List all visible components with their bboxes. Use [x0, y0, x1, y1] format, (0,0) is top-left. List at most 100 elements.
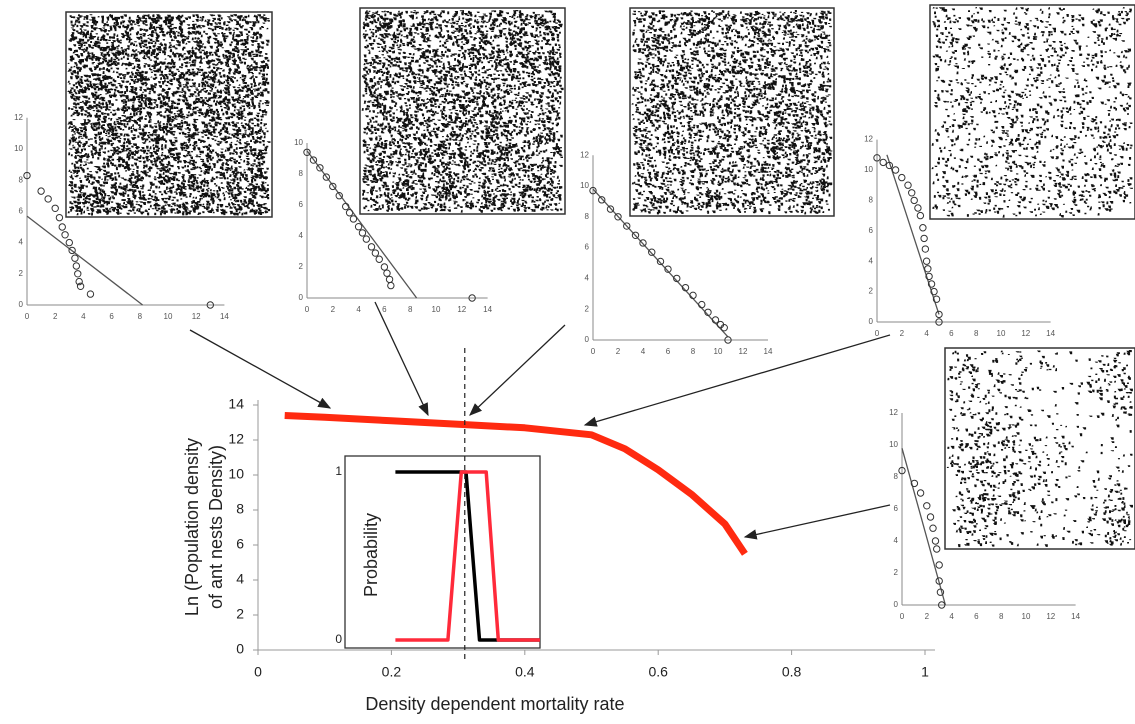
point: [316, 164, 324, 172]
x-tick-label: 0.2: [382, 664, 402, 680]
point: [879, 158, 887, 167]
x-tick-label: 10: [1022, 612, 1031, 621]
x-tick-label: 0: [875, 329, 880, 338]
y-tick-label: 12: [580, 150, 589, 159]
point: [648, 248, 656, 256]
y-tick-label: 4: [236, 571, 244, 587]
fit-line: [901, 448, 947, 606]
x-tick-label: 0.4: [515, 664, 535, 680]
point: [335, 192, 343, 200]
point: [724, 336, 732, 344]
rank-plot: 0 2 4 6 8 10 12 0 2 4 6 8 10 12 14: [864, 135, 1056, 338]
y-tick-label: 8: [894, 472, 899, 481]
inset-y-tick-label: 0: [335, 632, 342, 646]
point: [925, 272, 933, 281]
point: [76, 282, 85, 290]
y-tick-label: 0: [869, 317, 874, 326]
x-tick-label: 6: [974, 612, 979, 621]
y-tick-label: 10: [228, 466, 244, 482]
x-tick-label: 12: [1021, 329, 1030, 338]
point: [720, 323, 728, 332]
point: [926, 513, 935, 521]
y-tick-label: 0: [585, 335, 590, 344]
x-tick-label: 14: [764, 347, 773, 356]
point: [362, 235, 371, 243]
point: [898, 173, 906, 182]
arrow: [583, 334, 891, 427]
x-tick-label: 2: [331, 305, 336, 314]
snapshot-frame: [944, 347, 1135, 550]
point: [689, 291, 697, 300]
point: [891, 166, 900, 174]
x-axis-label: Density dependent mortality rate: [365, 694, 624, 714]
x-tick-label: 2: [900, 329, 905, 338]
rank-plot: 0 2 4 6 8 10 0 2 4 6 8 10 12 14: [294, 138, 493, 314]
y-tick-label: 6: [585, 243, 590, 252]
y-tick-label: 10: [294, 138, 303, 147]
point: [898, 466, 906, 475]
x-tick-label: 12: [192, 312, 201, 321]
x-tick-label: 10: [432, 305, 441, 314]
x-tick-label: 0: [305, 305, 310, 314]
point: [933, 545, 941, 553]
point: [86, 290, 95, 298]
point: [919, 224, 927, 232]
y-tick-label: 6: [19, 207, 24, 216]
x-tick-label: 2: [616, 347, 621, 356]
x-tick-label: 1: [921, 664, 929, 680]
point: [614, 213, 622, 221]
arrow: [469, 324, 566, 416]
x-tick-label: 4: [949, 612, 954, 621]
fit-line: [306, 150, 418, 299]
x-tick-label: 8: [691, 347, 696, 356]
point: [309, 156, 318, 164]
point: [920, 234, 928, 243]
inset-line: [395, 470, 540, 642]
y-tick-label: 12: [14, 113, 23, 122]
point: [468, 294, 476, 302]
point: [23, 171, 31, 180]
point: [71, 254, 79, 262]
point: [55, 213, 64, 222]
point: [37, 187, 45, 195]
x-tick-label: 8: [138, 312, 143, 321]
point: [935, 310, 943, 319]
x-tick-label: 6: [949, 329, 954, 338]
point: [673, 274, 681, 283]
x-tick-label: 10: [164, 312, 173, 321]
x-tick-label: 12: [457, 305, 466, 314]
point: [929, 524, 937, 532]
y-tick-label: 14: [228, 396, 244, 412]
arrow: [374, 301, 429, 417]
snapshot-pattern: [946, 350, 1133, 548]
point: [910, 479, 919, 488]
x-tick-label: 8: [999, 612, 1004, 621]
inset-frame: [344, 455, 541, 649]
point: [916, 211, 925, 220]
snapshot-frame: [929, 4, 1135, 220]
point: [639, 239, 647, 247]
x-tick-label: 14: [483, 305, 492, 314]
y-tick-label: 6: [869, 226, 874, 235]
x-tick-label: 10: [714, 347, 723, 356]
y-tick-label: 8: [585, 212, 590, 221]
y-tick-label: 8: [236, 501, 244, 517]
y-tick-label: 0: [236, 641, 244, 657]
curve: [284, 412, 748, 556]
y-tick-label: 12: [864, 135, 873, 144]
point: [329, 182, 337, 191]
y-tick-label: 2: [869, 287, 874, 296]
y-tick-label: 6: [894, 504, 899, 513]
y-tick-label: 12: [889, 408, 898, 417]
arrow: [743, 504, 891, 540]
x-tick-label: 4: [356, 305, 361, 314]
snapshot-pattern: [67, 14, 271, 216]
point: [904, 181, 912, 189]
rank-plot: 0 2 4 6 8 10 12 0 2 4 6 8 10 12 14: [580, 150, 773, 356]
point: [935, 577, 943, 585]
rank-plot: 0 2 4 6 8 10 12 0 2 4 6 8 10 12 14: [14, 113, 229, 321]
y-tick-label: 2: [299, 262, 304, 271]
point: [75, 277, 83, 286]
point: [656, 257, 665, 266]
point: [354, 223, 363, 231]
